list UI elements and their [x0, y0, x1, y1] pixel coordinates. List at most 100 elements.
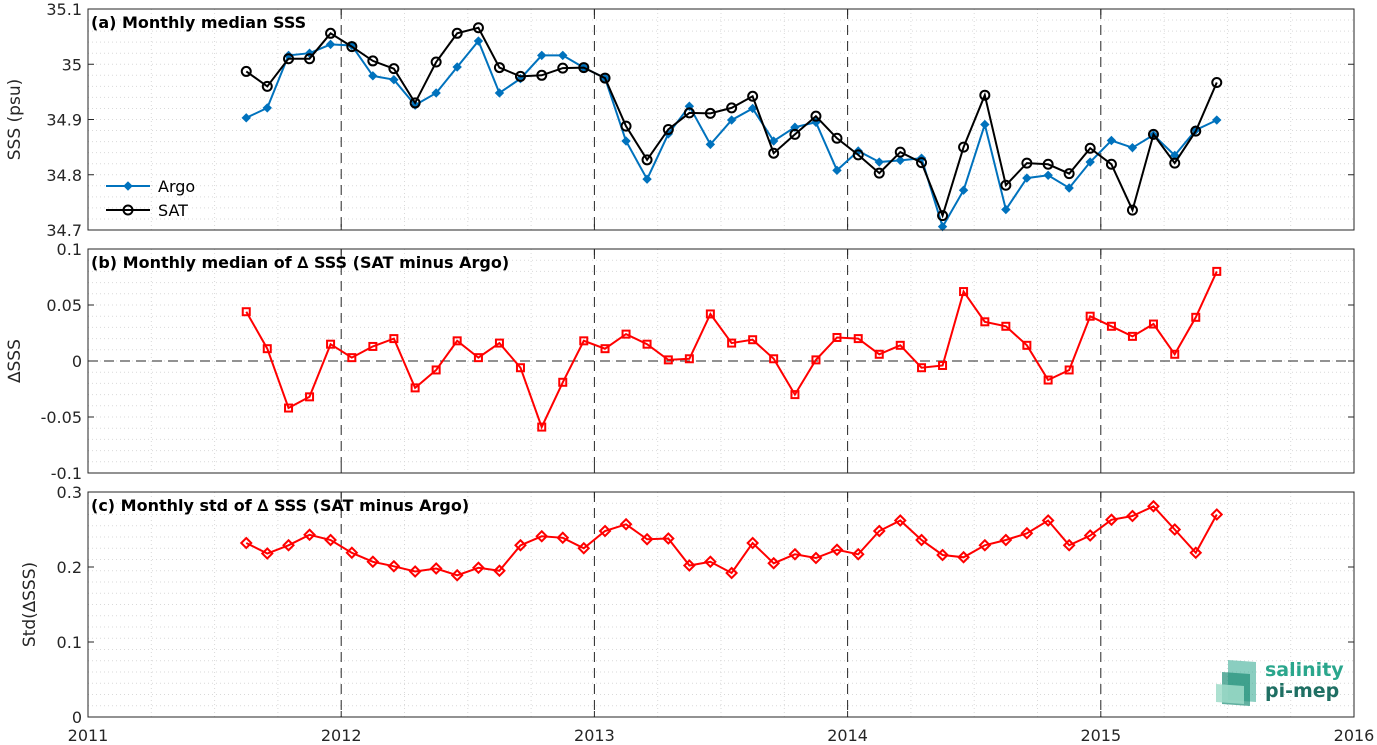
- salinity-pi-mep-logo: salinity pi-mep: [1216, 659, 1344, 706]
- panel-a-data-point: [958, 141, 970, 153]
- panel-b-ytick-label: -0.1: [51, 464, 82, 483]
- panel-c-data-point: [1147, 499, 1160, 513]
- panel-c-data-point: [957, 550, 970, 564]
- panel-a-data-point: [558, 50, 568, 61]
- panel-c-data-point: [324, 533, 337, 547]
- logo-shape-front: [1216, 684, 1244, 704]
- panel-c-data-point: [851, 547, 865, 561]
- panel-b-data-point: [1170, 349, 1180, 359]
- legend-label: SAT: [158, 201, 188, 220]
- panel-a-data-point: [241, 113, 251, 123]
- panel-a-data-point: [557, 62, 569, 74]
- legend-marker: [122, 204, 134, 216]
- panel-b-ytick-label: -0.05: [41, 408, 82, 427]
- panel-b-ytick-label: 0: [72, 352, 82, 371]
- panel-a-data-point: [451, 27, 463, 39]
- panel-c-data-point: [1168, 523, 1182, 536]
- panel-a-data-point: [980, 119, 990, 130]
- panel-a-ytick-label: 35.1: [46, 0, 82, 19]
- panel-a-data-point: [937, 221, 948, 232]
- panel-a-data-point: [389, 75, 399, 85]
- panel-b-data-point: [1022, 340, 1032, 350]
- panel-c-ytick-label: 0: [72, 708, 82, 727]
- panel-b-data-point: [980, 317, 990, 327]
- panel-a-data-point: [346, 41, 358, 53]
- panel-a-data-point: [1021, 157, 1033, 169]
- panel-a-data-point: [1212, 115, 1222, 125]
- panel-b-data-point: [959, 287, 969, 297]
- x-axis-tick-labels: 2011 2012 2013 2014 2015 2016: [68, 726, 1375, 745]
- panel-b-data-point: [790, 390, 800, 400]
- panel-a-data-point: [683, 107, 695, 119]
- panel-c-data-point: [450, 568, 464, 582]
- panel-c-data-point: [260, 547, 274, 560]
- panel-c-data-point: [767, 556, 781, 570]
- panel-b-data-point: [579, 336, 589, 346]
- panel-a-data-point: [747, 103, 758, 114]
- panel-a-series-line: [245, 26, 1218, 219]
- panel-c-minor-grid: [88, 492, 1354, 717]
- panel-a-data-point: [262, 103, 272, 113]
- panel-c-data-point: [619, 517, 633, 531]
- panel-b-data-point: [769, 354, 779, 364]
- panel-a-frame: [87, 8, 1355, 231]
- panel-b-data-point: [874, 349, 884, 359]
- panel-b-data-point: [853, 334, 863, 344]
- panel-b-data-point: [1212, 266, 1222, 276]
- panel-b-data-point: [368, 341, 378, 351]
- panel-a-data-point: [1126, 204, 1138, 216]
- panel-b-data-point: [1064, 365, 1074, 375]
- panel-a-data-point: [1063, 168, 1075, 180]
- panel-a-data-point: [768, 136, 779, 146]
- panel-a-data-point: [1001, 204, 1011, 215]
- panel-a-data-point: [1211, 76, 1223, 88]
- panel-b-data-point: [515, 363, 525, 373]
- panel-a-data-point: [1169, 157, 1181, 169]
- panel-c-data-point: [703, 555, 717, 569]
- panel-a-data-point: [599, 72, 611, 84]
- panel-a-data-point: [472, 22, 484, 34]
- panel-c-std-delta-sss: 0 0.1 0.2 0.3 Std(∆SSS) (c) Monthly std of ∆ …: [20, 483, 1355, 727]
- panel-c-data-point: [514, 538, 527, 552]
- panel-b-data-point: [748, 335, 758, 345]
- panel-c-data-point: [1126, 509, 1139, 523]
- panel-c-data-point: [429, 562, 443, 575]
- panel-a-monthly-median-sss: 34.7 34.8 34.9 35 35.1 SSS (psu) (a) Monthly m…: [5, 0, 1355, 240]
- panel-b-data-point: [600, 344, 610, 354]
- panel-a-data-point: [325, 39, 336, 50]
- panel-b-data-point: [494, 338, 504, 348]
- panel-c-data-point: [809, 551, 823, 565]
- panel-b-data-point: [1043, 375, 1053, 385]
- panel-b-median-delta-sss: -0.1 -0.05 0 0.05 0.1 ∆SSS (b) Monthly median …: [5, 240, 1355, 483]
- panel-a-data-point: [1190, 125, 1202, 137]
- panel-c-ytick-label: 0.1: [57, 633, 82, 652]
- panel-a-data-point: [409, 97, 421, 109]
- panel-c-title: (c) Monthly std of ∆ SSS (SAT minus Argo…: [91, 496, 469, 515]
- panel-a-data-point: [367, 55, 379, 67]
- panel-b-data-point: [642, 339, 652, 349]
- panel-c-data-point: [366, 555, 380, 569]
- panel-a-title: (a) Monthly median SSS: [91, 13, 306, 32]
- panel-b-data-point: [727, 338, 737, 348]
- panel-a-data-point: [1127, 142, 1138, 153]
- panel-a-data-point: [1064, 183, 1074, 193]
- panel-c-data-point: [746, 536, 760, 550]
- legend-marker: [123, 181, 133, 191]
- panel-a-data-point: [789, 128, 801, 140]
- x-tick-label: 2015: [1080, 726, 1121, 745]
- panel-a-data-point: [473, 36, 484, 46]
- x-tick-label: 2016: [1334, 726, 1375, 745]
- panel-a-data-point: [894, 146, 906, 158]
- panel-c-data-point: [1062, 538, 1076, 552]
- panel-c-data-point: [788, 547, 802, 561]
- panel-a-ytick-label: 35: [62, 55, 82, 74]
- panel-a-data-point: [662, 123, 674, 135]
- panel-b-data-point: [284, 403, 294, 413]
- panel-a-data-point: [958, 185, 969, 195]
- panel-a-ylabel: SSS (psu): [5, 79, 25, 160]
- panel-b-data-point: [832, 332, 842, 342]
- panel-c-ylabel: Std(∆SSS): [20, 562, 40, 647]
- panel-c-data-point: [598, 524, 612, 538]
- legend-label: Argo: [158, 177, 195, 196]
- panel-c-frame: [87, 491, 1355, 718]
